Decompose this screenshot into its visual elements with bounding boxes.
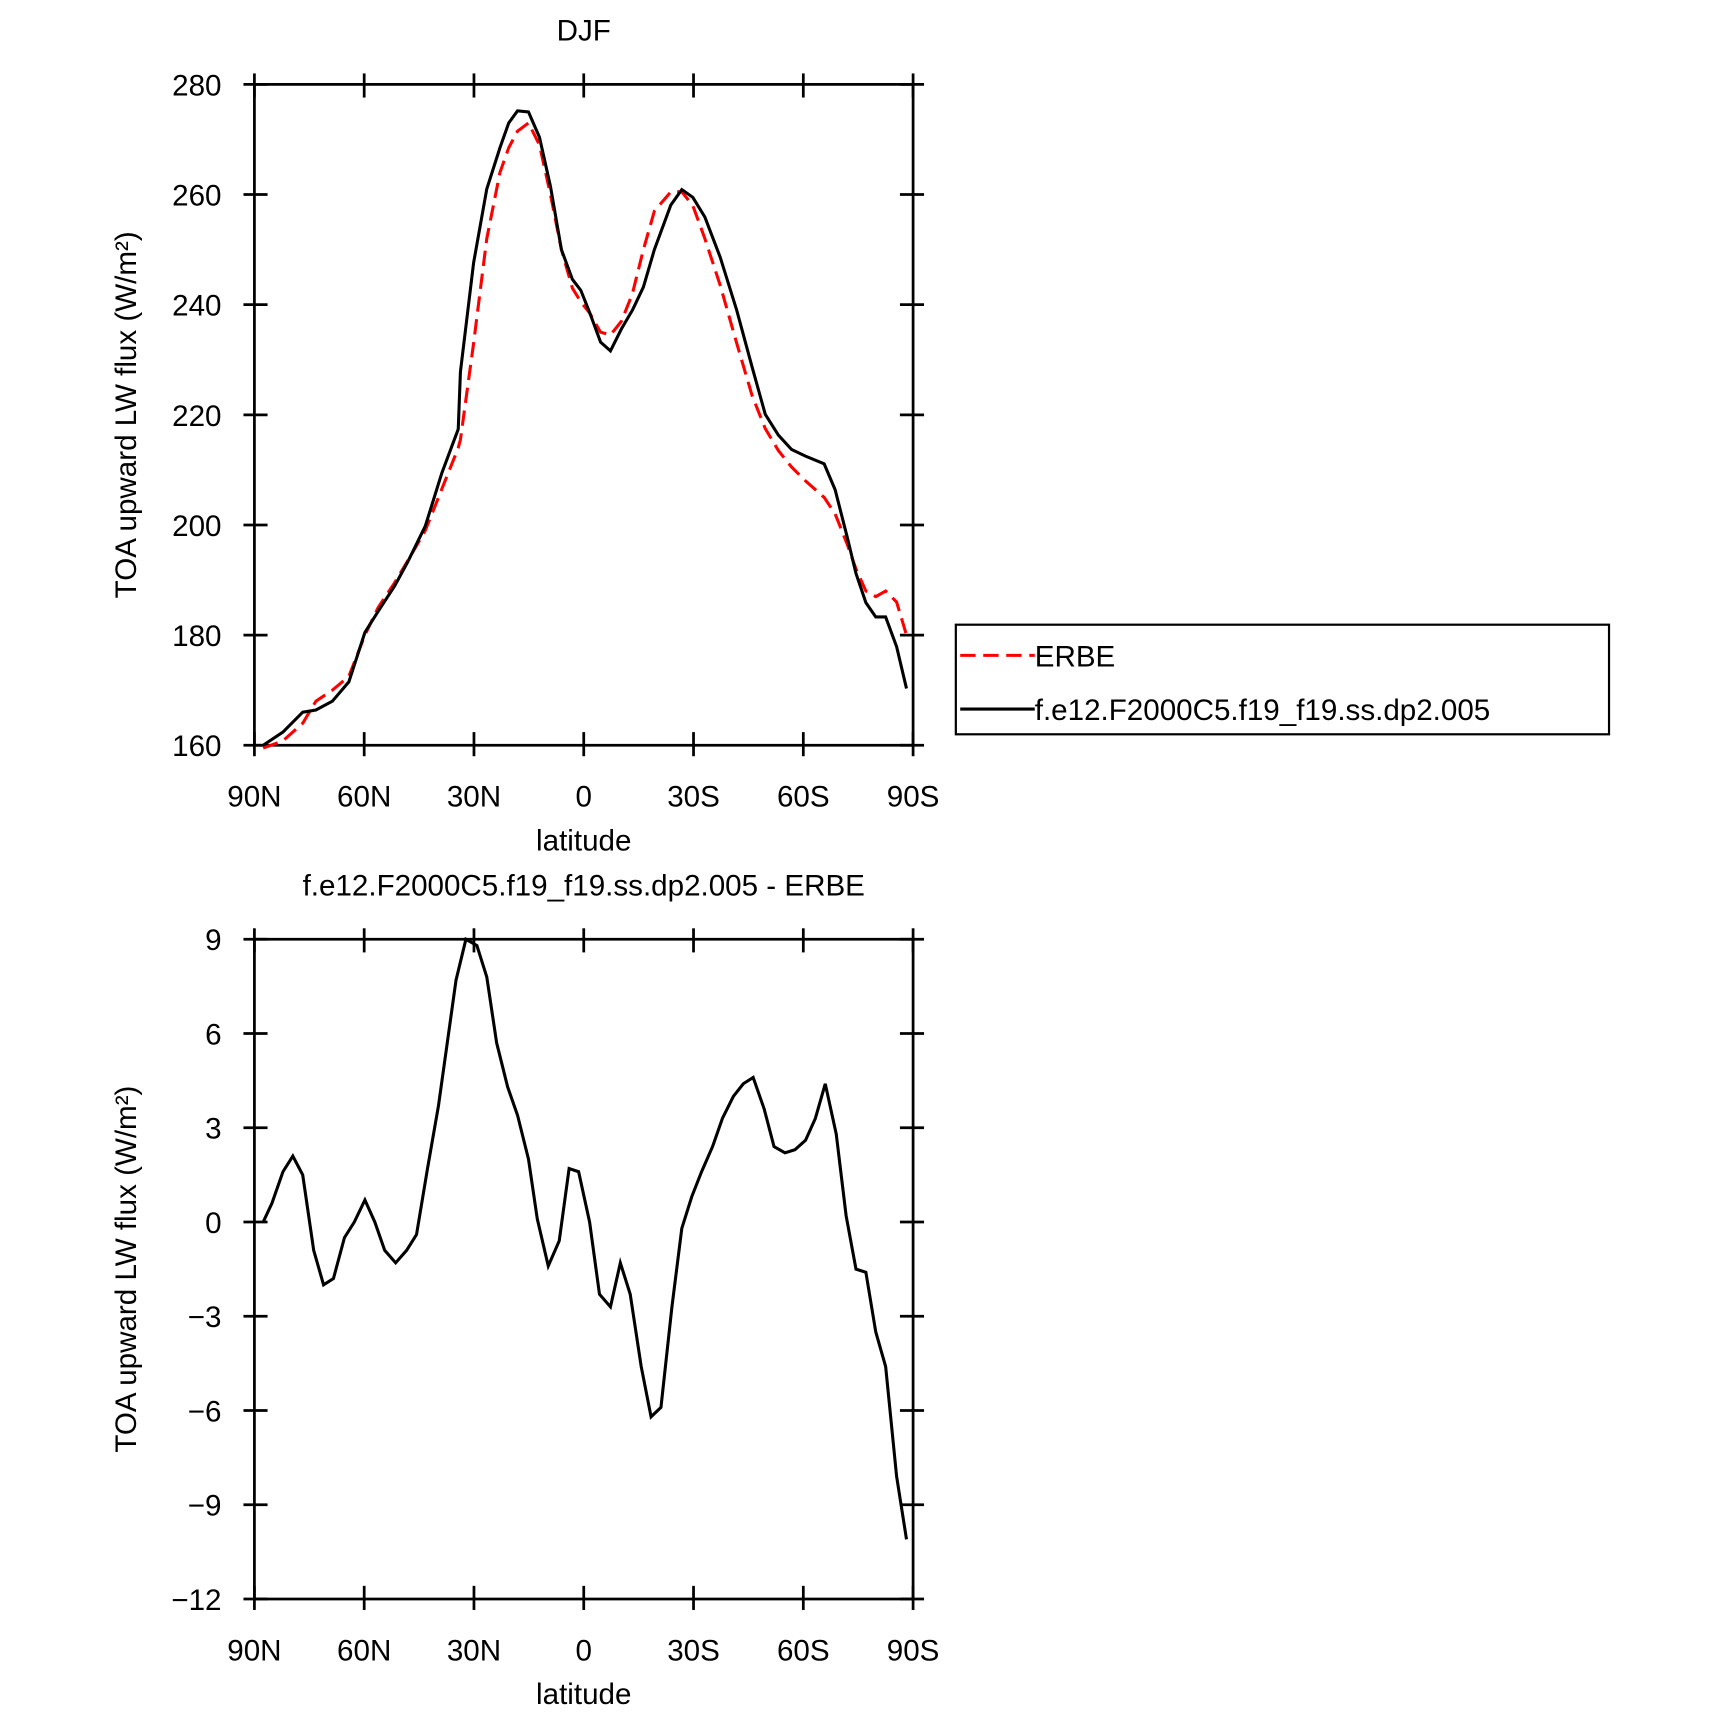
x-tick-label: 30N (447, 1634, 501, 1667)
y-tick-label: 0 (205, 1207, 221, 1240)
y-tick-label: 9 (205, 924, 221, 957)
chart-title: f.e12.F2000C5.f19_f19.ss.dp2.005 - ERBE (303, 869, 865, 902)
x-tick-label: 90N (227, 781, 281, 814)
x-tick-label: 90N (227, 1634, 281, 1667)
x-tick-label: 60N (337, 1634, 391, 1667)
x-tick-label: 60S (777, 1634, 830, 1667)
data-line (262, 120, 908, 750)
y-tick-label: 160 (172, 730, 221, 763)
y-tick-label: 240 (172, 290, 221, 323)
y-tick-label: 200 (172, 510, 221, 543)
x-tick-label: 0 (576, 1634, 592, 1667)
y-tick-label: 280 (172, 69, 221, 102)
x-tick-label: 60N (337, 781, 391, 814)
x-tick-label: 30S (667, 1634, 720, 1667)
y-tick-label: 6 (205, 1018, 221, 1051)
x-tick-label: 90S (887, 1634, 940, 1667)
y-tick-label: 180 (172, 620, 221, 653)
plot-frame (253, 83, 915, 747)
legend-label: f.e12.F2000C5.f19_f19.ss.dp2.005 (1035, 694, 1491, 727)
x-axis-label: latitude (536, 1678, 631, 1711)
y-tick-label: −9 (188, 1490, 222, 1523)
y-tick-label: 220 (172, 400, 221, 433)
y-tick-label: 260 (172, 179, 221, 212)
data-line (261, 936, 909, 1540)
plot-frame (253, 937, 915, 1601)
legend-label: ERBE (1035, 640, 1116, 673)
chart-title: DJF (557, 15, 611, 48)
x-tick-label: 60S (777, 781, 830, 814)
x-tick-label: 30N (447, 781, 501, 814)
y-tick-label: −12 (171, 1584, 221, 1617)
y-tick-label: −3 (188, 1301, 222, 1334)
legend-box (954, 623, 1611, 736)
y-axis-label: TOA upward LW flux (W/m²) (110, 1086, 143, 1453)
y-tick-label: 3 (205, 1113, 221, 1146)
x-axis-label: latitude (536, 824, 631, 857)
x-tick-label: 30S (667, 781, 720, 814)
data-line (262, 109, 908, 747)
x-tick-label: 0 (576, 781, 592, 814)
y-axis-label: TOA upward LW flux (W/m²) (110, 231, 143, 598)
x-tick-label: 90S (887, 781, 940, 814)
y-tick-label: −6 (188, 1395, 222, 1428)
